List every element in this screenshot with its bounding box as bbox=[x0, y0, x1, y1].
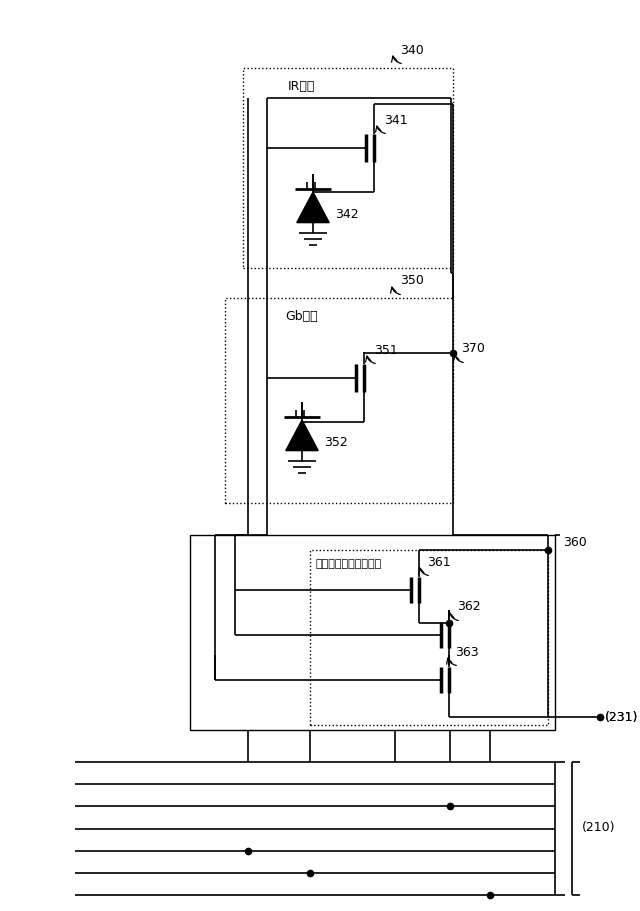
Bar bbox=[190, 535, 555, 730]
Text: 352: 352 bbox=[324, 435, 348, 448]
Text: IR画素: IR画素 bbox=[288, 79, 316, 93]
Text: 360: 360 bbox=[563, 537, 587, 549]
Text: 362: 362 bbox=[457, 600, 481, 613]
Text: 351: 351 bbox=[374, 343, 397, 356]
Text: 341: 341 bbox=[384, 114, 408, 127]
Bar bbox=[243, 68, 453, 268]
Polygon shape bbox=[286, 420, 318, 451]
Text: 342: 342 bbox=[335, 208, 358, 220]
Bar bbox=[310, 550, 548, 725]
Bar bbox=[225, 298, 453, 503]
Text: 340: 340 bbox=[400, 44, 424, 56]
Text: 350: 350 bbox=[400, 274, 424, 288]
Text: 370: 370 bbox=[461, 342, 485, 354]
Text: (210): (210) bbox=[582, 822, 616, 834]
Text: 363: 363 bbox=[455, 646, 479, 659]
Text: (231): (231) bbox=[605, 711, 638, 723]
Text: (231): (231) bbox=[605, 711, 638, 723]
Text: Gb画素: Gb画素 bbox=[285, 310, 317, 322]
Text: トランジスタ形成領域: トランジスタ形成領域 bbox=[315, 559, 381, 569]
Polygon shape bbox=[297, 192, 329, 222]
Text: 361: 361 bbox=[427, 556, 451, 568]
